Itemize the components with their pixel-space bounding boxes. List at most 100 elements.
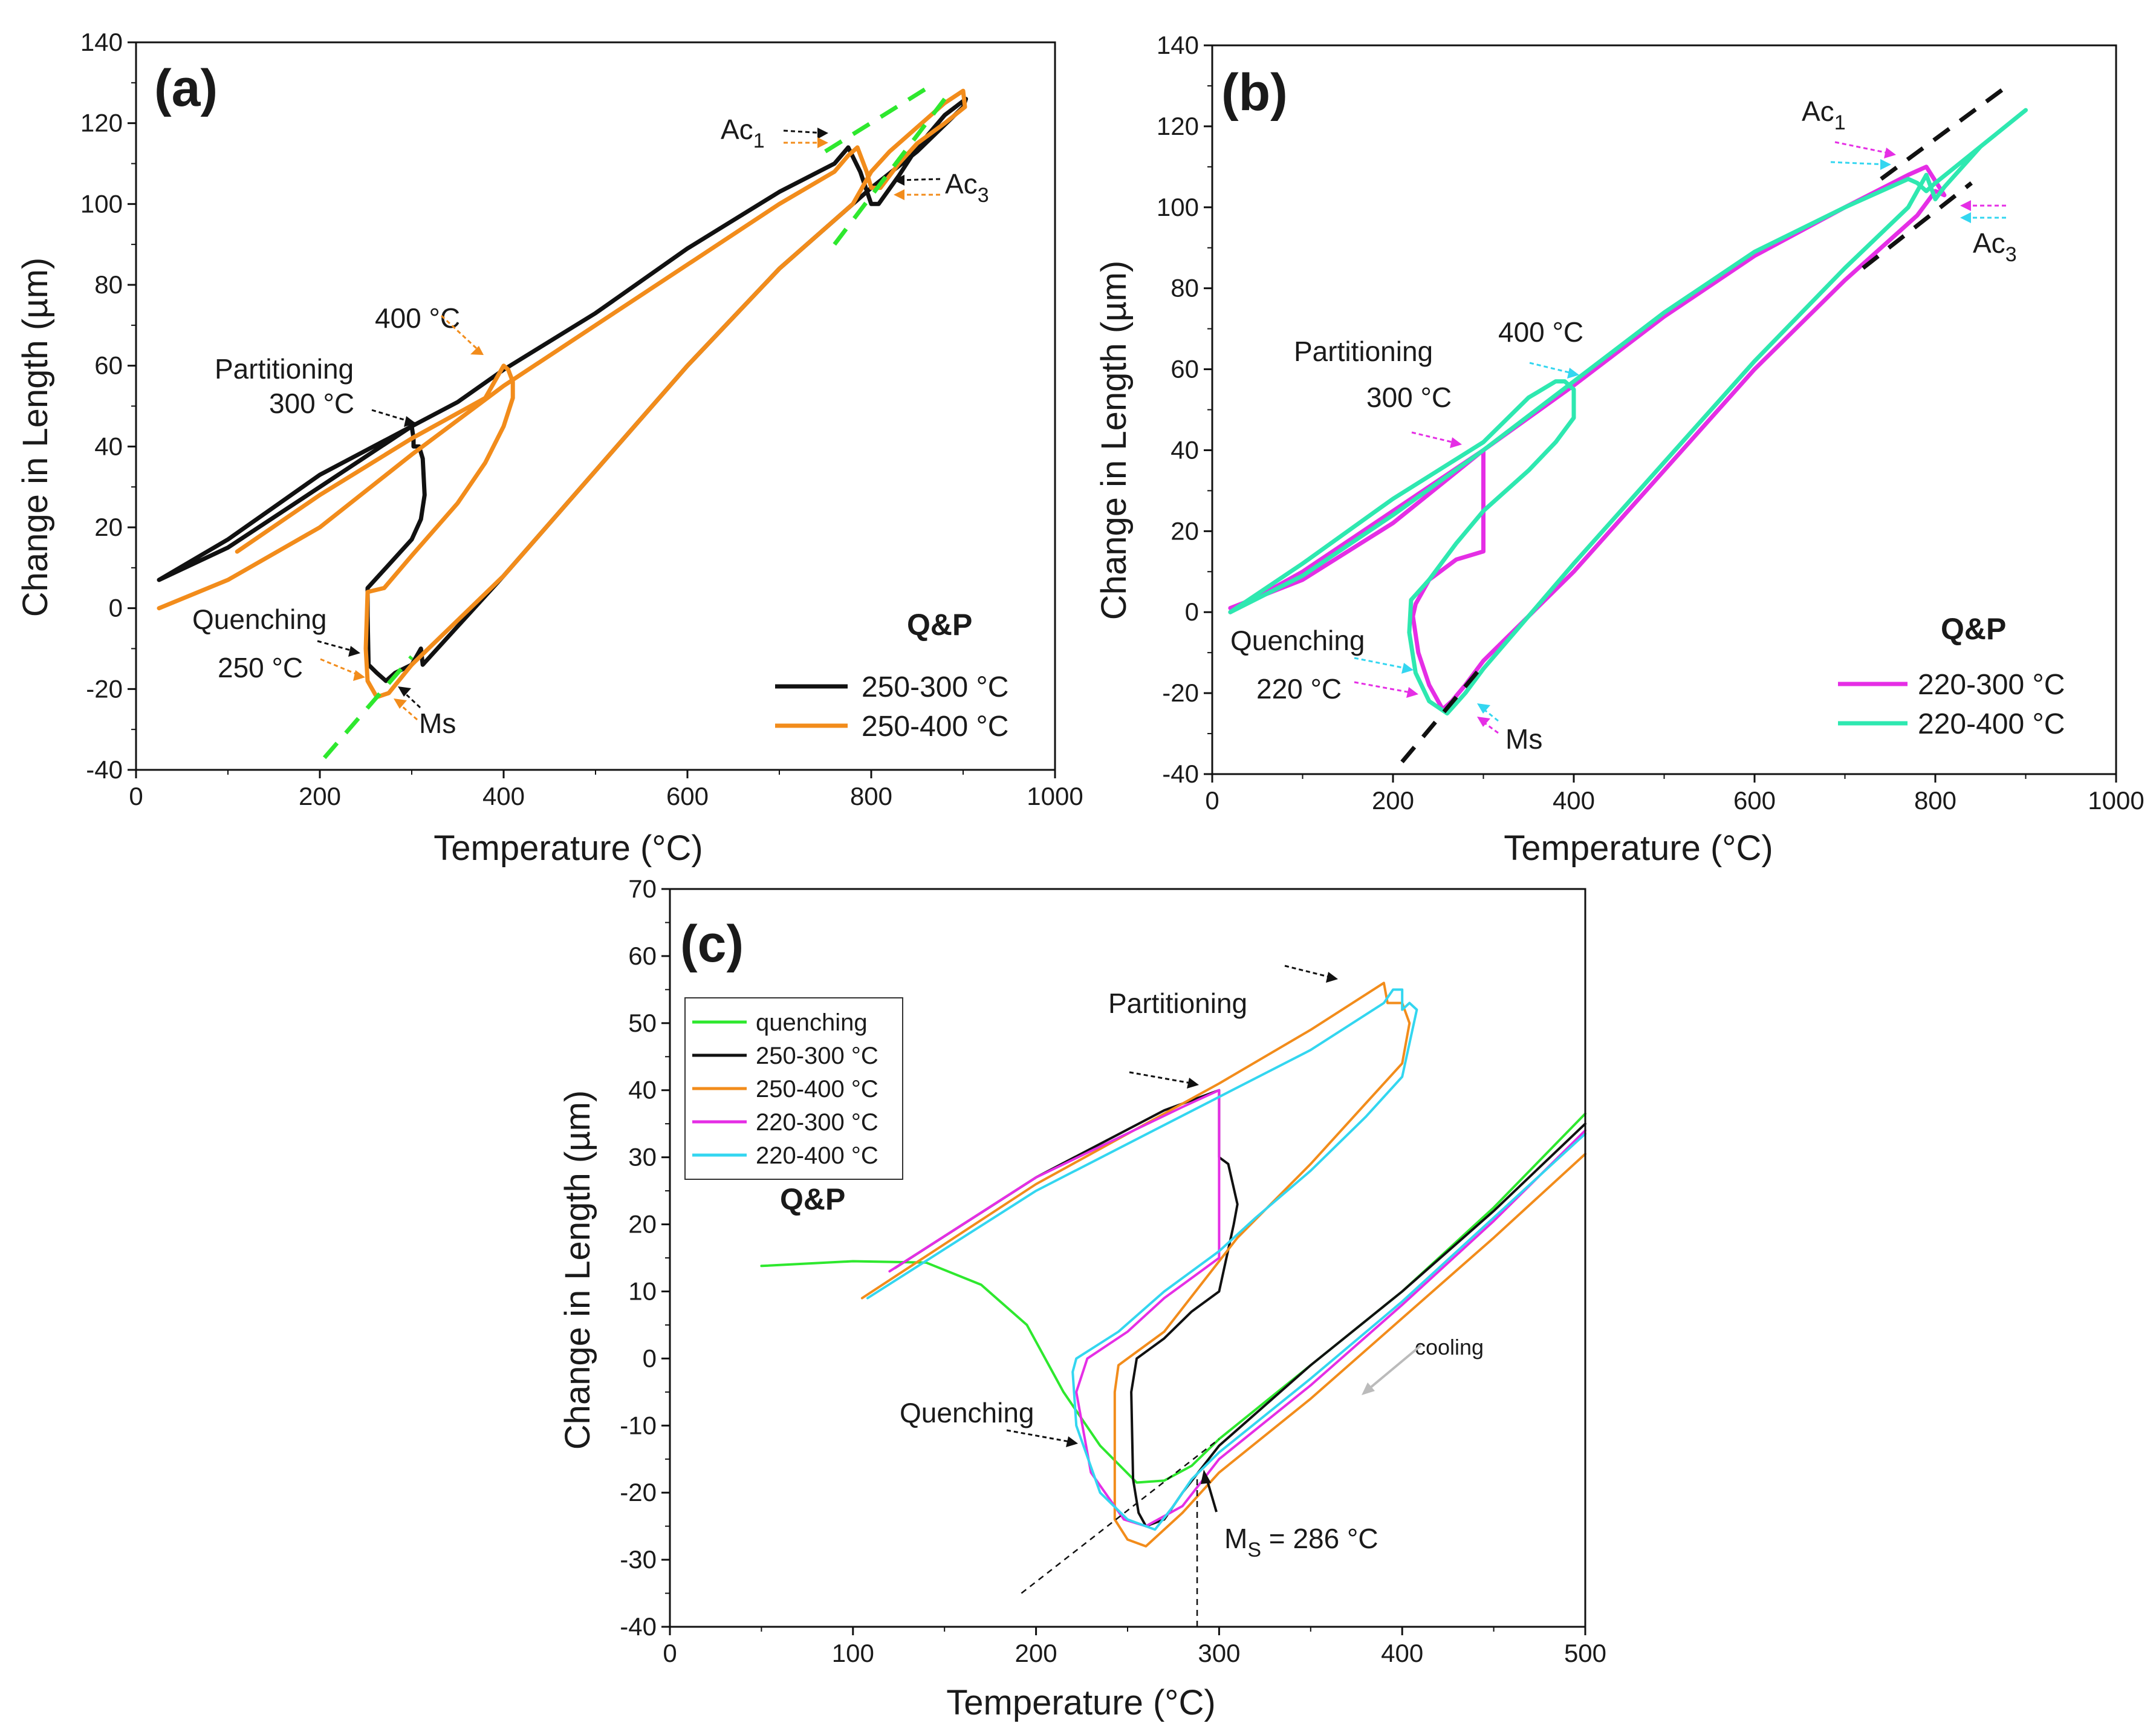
panel-a-legend: 250-300 °C 250-400 °C: [775, 671, 1008, 743]
panel-b-annot-quenching: Quenching: [1230, 625, 1365, 656]
panel-c-ytick-label-5: 10: [628, 1277, 657, 1305]
panel-c-ytick-label-7: 30: [628, 1143, 657, 1171]
panel-b-label: (b): [1221, 63, 1288, 122]
panel-b-legend: 220-300 °C 220-400 °C: [1838, 669, 2065, 740]
panel-b-legend-label-0: 220-300 °C: [1918, 669, 2065, 701]
panel-c-ytick-label-0: -40: [620, 1612, 657, 1641]
panel-c-ytick-label-1: -30: [620, 1545, 657, 1574]
panel-c-axes: 0 100 200 300 400 500 -40 -30 -20 -10 0 10 20 30 40 50 6…: [620, 874, 1606, 1667]
panel-c-annot-cooling: cooling: [1415, 1335, 1484, 1359]
panel-c-annot-partitioning: Partitioning: [1108, 988, 1247, 1019]
panel-b-annot-300: 300 °C: [1366, 382, 1452, 413]
panel-b-arrow-300: [1411, 431, 1458, 444]
panel-b-annot-ms: Ms: [1505, 723, 1542, 755]
panel-b-ytick-label-9: 140: [1157, 31, 1199, 59]
panel-a-ytick-label-0: -40: [86, 755, 123, 784]
panel-c-legend-box: [684, 997, 903, 1180]
panel-a-annot-ms: Ms: [419, 708, 456, 739]
panel-c-series: [760, 982, 1586, 1627]
panel-c-arrow-partition-top: [1284, 965, 1334, 979]
panel-c-xtick-label-4: 400: [1381, 1639, 1423, 1667]
panel-a-xtick-label-5: 1000: [1027, 782, 1083, 810]
panel-c-series-3: [888, 1089, 1586, 1528]
panel-a-arrow-400: [440, 314, 485, 356]
panel-b-annot-partitioning: Partitioning: [1294, 336, 1433, 367]
panel-b-arrow-ms-cyan: [1479, 705, 1499, 722]
panel-b-arrows: [1354, 141, 2006, 734]
panel-c-ytick-label-4: 0: [643, 1344, 657, 1372]
panel-a-arrow-quench-orange: [320, 658, 362, 677]
panel-b: 0 200 400 600 800 1000 -40 -20 0 20 40 60 80 100 120 14…: [1094, 31, 2145, 868]
panel-b-ylabel: Change in Length (µm): [1094, 261, 1134, 620]
panel-a-arrows: [317, 128, 941, 721]
panel-b-axes: 0 200 400 600 800 1000 -40 -20 0 20 40 60 80 100 120 14…: [1157, 31, 2145, 815]
panel-b-xtick-label-5: 1000: [2088, 786, 2144, 815]
panel-b-arrow-quench-magenta: [1354, 681, 1414, 694]
panel-b-xlabel: Temperature (°C): [1504, 829, 1773, 868]
panel-a-ylabel: Change in Length (µm): [16, 258, 55, 617]
panel-a-ytick-label-6: 80: [94, 270, 123, 299]
panel-c-label: (c): [680, 915, 744, 973]
panel-b-xtick-label-2: 400: [1553, 786, 1595, 815]
panel-a-annot-ac3: Ac3: [945, 168, 989, 207]
panel-c: 0 100 200 300 400 500 -40 -30 -20 -10 0 10 20 30 40 50 6…: [558, 874, 1606, 1722]
panel-b-ytick-label-3: 20: [1171, 516, 1199, 545]
panel-b-xtick-label-4: 800: [1914, 786, 1956, 815]
panel-c-ylabel: Change in Length (µm): [558, 1090, 597, 1450]
panel-a-series: [157, 80, 969, 760]
panel-b-annot-ac1: Ac1: [1802, 96, 1846, 134]
panel-c-xtick-label-2: 200: [1015, 1639, 1057, 1667]
panel-c-ytick-label-6: 20: [628, 1210, 657, 1239]
panel-b-ytick-label-4: 40: [1171, 435, 1199, 464]
panel-a-annot-400: 400 °C: [375, 302, 460, 334]
panel-b-tag: Q&P: [1941, 612, 2006, 646]
panel-a-tag: Q&P: [907, 608, 972, 642]
panel-b-xtick-label-3: 600: [1733, 786, 1776, 815]
panel-a-xtick-label-3: 600: [666, 782, 709, 810]
panel-c-legend: quenching 250-300 °C 250-400 °C 220-300 …: [684, 997, 903, 1216]
panel-a-xtick-label-4: 800: [850, 782, 892, 810]
panel-c-series-4: [866, 988, 1586, 1531]
panel-c-series-2: [860, 982, 1586, 1548]
panel-b-ytick-label-1: -20: [1162, 679, 1199, 707]
panel-a-series-1: [157, 88, 967, 700]
panel-a-annot-300: 300 °C: [269, 388, 354, 419]
panel-c-ytick-label-2: -20: [620, 1478, 657, 1506]
panel-c-arrow-quenching: [1006, 1429, 1074, 1444]
panel-b-series: [1228, 84, 2028, 764]
panel-c-legend-label-2: 250-400 °C: [756, 1076, 878, 1102]
panel-a-ytick-label-5: 60: [94, 351, 123, 380]
panel-c-ytick-label-10: 60: [628, 942, 657, 970]
panel-a-xtick-label-1: 200: [299, 782, 341, 810]
panel-c-ytick-label-11: 70: [628, 874, 657, 903]
panel-b-ytick-label-8: 120: [1157, 112, 1199, 140]
panel-c-legend-label-0: quenching: [756, 1009, 868, 1036]
panel-b-ytick-label-7: 100: [1157, 193, 1199, 221]
panel-b-series-0: [1228, 164, 1947, 712]
panel-a-annot-250: 250 °C: [218, 652, 303, 683]
panel-b-annot-400: 400 °C: [1498, 316, 1583, 348]
panel-a-annot-partitioning: Partitioning: [215, 353, 354, 385]
panel-a-fit-line-0: [322, 655, 414, 760]
panel-b-xtick-label-1: 200: [1372, 786, 1414, 815]
panel-a-label: (a): [154, 59, 218, 117]
panel-a-ytick-label-3: 20: [94, 513, 123, 541]
panel-a-ytick-label-7: 100: [80, 189, 123, 218]
panel-b-arrow-ac1-cyan: [1830, 161, 1887, 166]
panel-c-xtick-label-1: 100: [832, 1639, 874, 1667]
panel-c-ytick-label-3: -10: [620, 1411, 657, 1439]
panel-a-annot-ac1: Ac1: [721, 114, 765, 152]
panel-c-legend-label-1: 250-300 °C: [756, 1043, 878, 1069]
panel-a-ytick-label-1: -20: [86, 674, 123, 703]
panel-a-ytick-label-8: 120: [80, 109, 123, 137]
panel-b-ytick-label-6: 80: [1171, 274, 1199, 302]
panel-a-xlabel: Temperature (°C): [433, 829, 703, 868]
panel-a-ytick-label-9: 140: [80, 28, 123, 56]
panel-b-ytick-label-2: 0: [1185, 597, 1199, 626]
panel-c-xtick-label-5: 500: [1564, 1639, 1606, 1667]
panel-b-arrow-400: [1529, 362, 1575, 375]
panel-a-ytick-label-4: 40: [94, 432, 123, 460]
panel-a-annot-quenching: Quenching: [192, 604, 327, 635]
panel-c-ytick-label-9: 50: [628, 1009, 657, 1037]
panel-b-fit-line-0: [1400, 663, 1485, 764]
